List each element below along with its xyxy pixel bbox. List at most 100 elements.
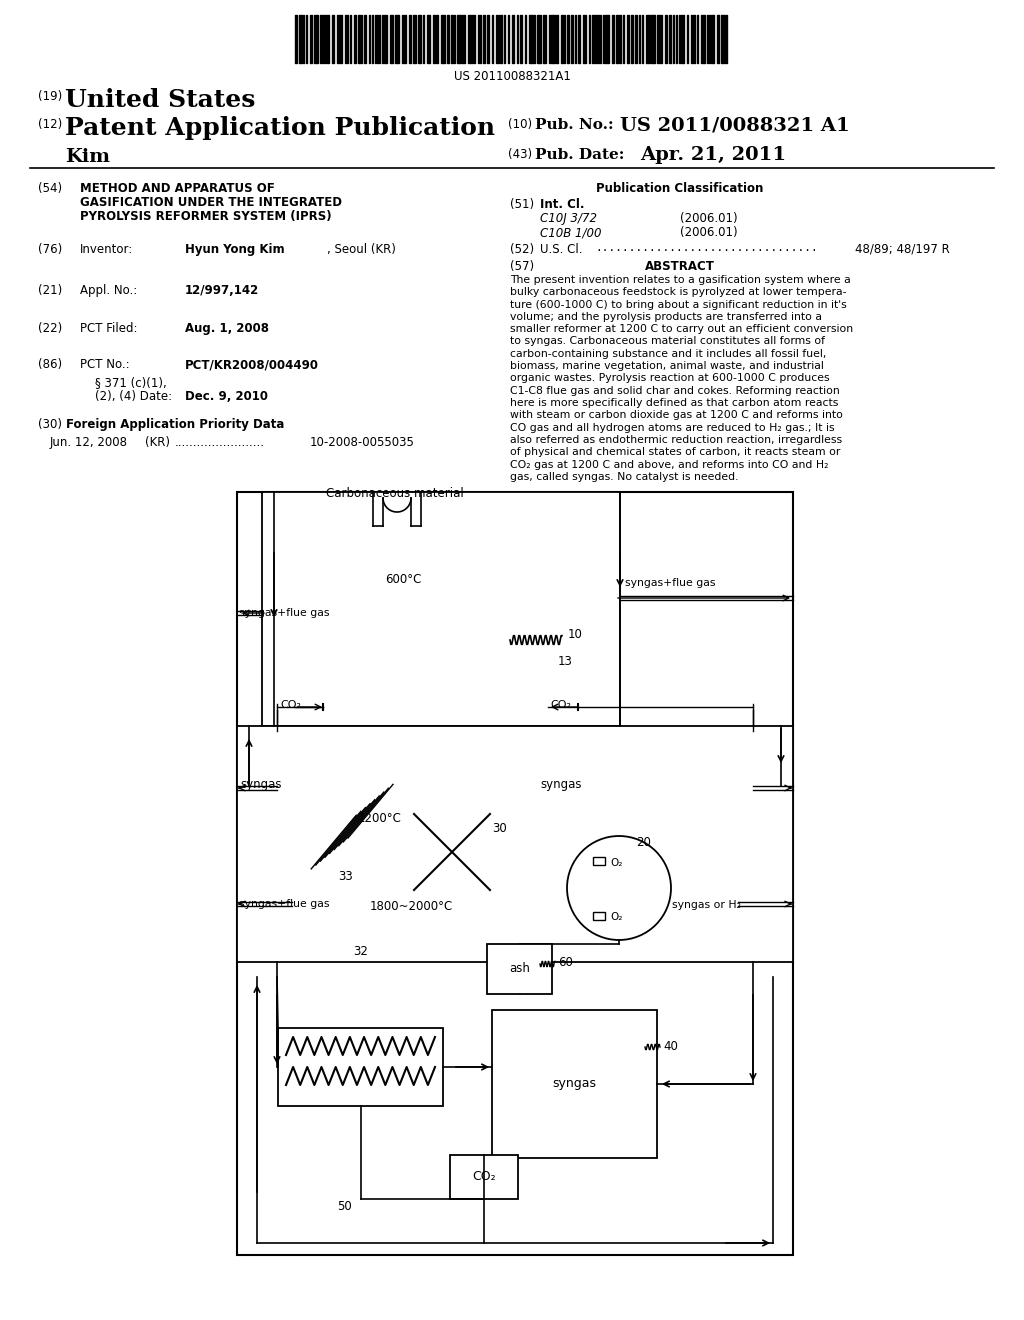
Text: of physical and chemical states of carbon, it reacts steam or: of physical and chemical states of carbo… bbox=[510, 447, 841, 457]
Text: 1200°C: 1200°C bbox=[358, 812, 401, 825]
Text: 32: 32 bbox=[353, 945, 368, 958]
Text: 48/89; 48/197 R: 48/89; 48/197 R bbox=[855, 243, 949, 256]
Text: 60: 60 bbox=[558, 956, 572, 969]
Text: to syngas. Carbonaceous material constitutes all forms of: to syngas. Carbonaceous material constit… bbox=[510, 337, 825, 346]
Text: Apr. 21, 2011: Apr. 21, 2011 bbox=[640, 147, 786, 164]
Text: 600°C: 600°C bbox=[385, 573, 421, 586]
Text: syngas+flue gas: syngas+flue gas bbox=[625, 578, 716, 587]
Bar bbox=[237, 726, 793, 962]
Bar bbox=[278, 1028, 443, 1106]
Text: syngas: syngas bbox=[553, 1077, 597, 1090]
Bar bbox=[593, 912, 605, 920]
Text: Inventor:: Inventor: bbox=[80, 243, 133, 256]
Text: 33: 33 bbox=[338, 870, 352, 883]
Text: 20: 20 bbox=[636, 836, 651, 849]
Text: (43): (43) bbox=[508, 148, 532, 161]
Text: Kim: Kim bbox=[65, 148, 110, 166]
Text: US 2011/0088321 A1: US 2011/0088321 A1 bbox=[620, 116, 850, 135]
Text: C1-C8 flue gas and solid char and cokes. Reforming reaction: C1-C8 flue gas and solid char and cokes.… bbox=[510, 385, 840, 396]
Text: here is more specifically defined as that carbon atom reacts: here is more specifically defined as tha… bbox=[510, 399, 839, 408]
Text: Jun. 12, 2008: Jun. 12, 2008 bbox=[50, 436, 128, 449]
Text: syngas+flue gas: syngas+flue gas bbox=[239, 899, 330, 909]
Text: (57): (57) bbox=[510, 260, 535, 273]
Text: CO₂ gas at 1200 C and above, and reforms into CO and H₂: CO₂ gas at 1200 C and above, and reforms… bbox=[510, 459, 828, 470]
Text: 30: 30 bbox=[492, 822, 507, 836]
Text: CO gas and all hydrogen atoms are reduced to H₂ gas.; It is: CO gas and all hydrogen atoms are reduce… bbox=[510, 422, 835, 433]
Text: Pub. No.:: Pub. No.: bbox=[535, 117, 613, 132]
Circle shape bbox=[567, 836, 671, 940]
Text: syngas+flue gas: syngas+flue gas bbox=[239, 609, 330, 618]
Text: O₂: O₂ bbox=[610, 912, 623, 921]
Text: .................................: ................................. bbox=[595, 243, 818, 253]
Text: (12): (12) bbox=[38, 117, 62, 131]
Text: CO₂: CO₂ bbox=[472, 1171, 496, 1184]
Text: METHOD AND APPARATUS OF: METHOD AND APPARATUS OF bbox=[80, 182, 274, 195]
Text: (19): (19) bbox=[38, 90, 62, 103]
Text: United States: United States bbox=[65, 88, 255, 112]
Bar bbox=[593, 857, 605, 865]
Text: Hyun Yong Kim: Hyun Yong Kim bbox=[185, 243, 285, 256]
Text: ABSTRACT: ABSTRACT bbox=[645, 260, 715, 273]
Text: O₂: O₂ bbox=[610, 858, 623, 869]
Text: (10): (10) bbox=[508, 117, 532, 131]
Text: Appl. No.:: Appl. No.: bbox=[80, 284, 137, 297]
Bar bbox=[487, 944, 552, 994]
Text: C10J 3/72: C10J 3/72 bbox=[540, 213, 597, 224]
Text: (2006.01): (2006.01) bbox=[680, 226, 737, 239]
Text: ........................: ........................ bbox=[175, 436, 265, 449]
Text: 1800~2000°C: 1800~2000°C bbox=[370, 899, 454, 912]
Text: (21): (21) bbox=[38, 284, 62, 297]
Text: carbon-containing substance and it includes all fossil fuel,: carbon-containing substance and it inclu… bbox=[510, 348, 826, 359]
Text: 12/997,142: 12/997,142 bbox=[185, 284, 259, 297]
Text: CO₂: CO₂ bbox=[550, 700, 571, 710]
Text: , Seoul (KR): , Seoul (KR) bbox=[327, 243, 396, 256]
Bar bbox=[237, 492, 793, 1255]
Text: (2006.01): (2006.01) bbox=[680, 213, 737, 224]
Text: 13: 13 bbox=[558, 655, 572, 668]
Text: (30): (30) bbox=[38, 418, 62, 432]
Text: Int. Cl.: Int. Cl. bbox=[540, 198, 585, 211]
Text: (86): (86) bbox=[38, 358, 62, 371]
Text: biomass, marine vegetation, animal waste, and industrial: biomass, marine vegetation, animal waste… bbox=[510, 362, 824, 371]
Text: syngas: syngas bbox=[540, 777, 582, 791]
Bar bbox=[450, 1155, 518, 1199]
Text: 10: 10 bbox=[568, 628, 583, 642]
Text: PCT No.:: PCT No.: bbox=[80, 358, 130, 371]
Text: (22): (22) bbox=[38, 322, 62, 335]
Text: (52): (52) bbox=[510, 243, 535, 256]
Text: Aug. 1, 2008: Aug. 1, 2008 bbox=[185, 322, 269, 335]
Text: 40: 40 bbox=[663, 1040, 678, 1053]
Bar bbox=[492, 1010, 657, 1158]
Text: Publication Classification: Publication Classification bbox=[596, 182, 764, 195]
Text: PYROLYSIS REFORMER SYSTEM (IPRS): PYROLYSIS REFORMER SYSTEM (IPRS) bbox=[80, 210, 332, 223]
Text: Dec. 9, 2010: Dec. 9, 2010 bbox=[185, 389, 268, 403]
Text: gas, called syngas. No catalyst is needed.: gas, called syngas. No catalyst is neede… bbox=[510, 471, 738, 482]
Text: GASIFICATION UNDER THE INTEGRATED: GASIFICATION UNDER THE INTEGRATED bbox=[80, 195, 342, 209]
Text: 10-2008-0055035: 10-2008-0055035 bbox=[310, 436, 415, 449]
Text: syngas or H₂: syngas or H₂ bbox=[672, 900, 741, 909]
Text: (54): (54) bbox=[38, 182, 62, 195]
Text: (2), (4) Date:: (2), (4) Date: bbox=[95, 389, 172, 403]
Text: PCT Filed:: PCT Filed: bbox=[80, 322, 137, 335]
Bar bbox=[262, 492, 620, 726]
Text: C10B 1/00: C10B 1/00 bbox=[540, 226, 601, 239]
Text: organic wastes. Pyrolysis reaction at 600-1000 C produces: organic wastes. Pyrolysis reaction at 60… bbox=[510, 374, 829, 383]
Text: (51): (51) bbox=[510, 198, 535, 211]
Text: volume; and the pyrolysis products are transferred into a: volume; and the pyrolysis products are t… bbox=[510, 312, 822, 322]
Text: PCT/KR2008/004490: PCT/KR2008/004490 bbox=[185, 358, 319, 371]
Text: ash: ash bbox=[509, 962, 530, 975]
Text: US 20110088321A1: US 20110088321A1 bbox=[454, 70, 570, 83]
Text: Carbonaceous material: Carbonaceous material bbox=[326, 487, 464, 500]
Text: Foreign Application Priority Data: Foreign Application Priority Data bbox=[66, 418, 285, 432]
Text: U.S. Cl.: U.S. Cl. bbox=[540, 243, 583, 256]
Text: The present invention relates to a gasification system where a: The present invention relates to a gasif… bbox=[510, 275, 851, 285]
Text: with steam or carbon dioxide gas at 1200 C and reforms into: with steam or carbon dioxide gas at 1200… bbox=[510, 411, 843, 420]
Text: (KR): (KR) bbox=[145, 436, 170, 449]
Text: bulky carbonaceous feedstock is pyrolyzed at lower tempera-: bulky carbonaceous feedstock is pyrolyze… bbox=[510, 288, 847, 297]
Text: Pub. Date:: Pub. Date: bbox=[535, 148, 625, 162]
Text: syngas: syngas bbox=[240, 777, 282, 791]
Text: Patent Application Publication: Patent Application Publication bbox=[65, 116, 496, 140]
Text: 50: 50 bbox=[338, 1200, 352, 1213]
Text: also referred as endothermic reduction reaction, irregardless: also referred as endothermic reduction r… bbox=[510, 434, 842, 445]
Text: CO₂: CO₂ bbox=[280, 700, 301, 710]
